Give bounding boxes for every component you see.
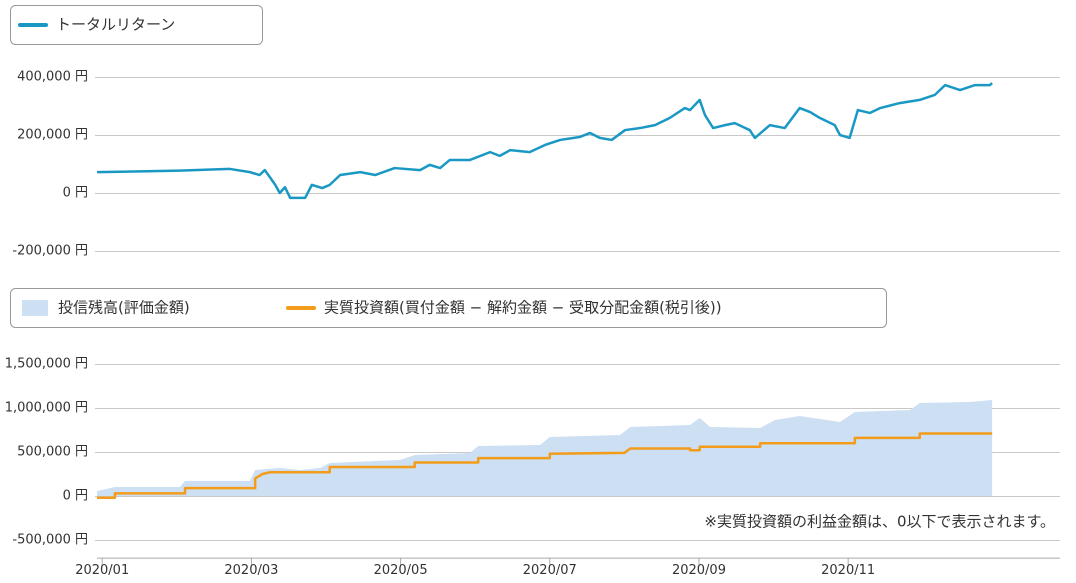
y-tick-label: 400,000 円 bbox=[17, 70, 88, 85]
y-tick-label: 0 円 bbox=[63, 489, 88, 504]
x-tick-label: 2020/05 bbox=[374, 563, 428, 578]
y-tick-label: 200,000 円 bbox=[17, 128, 88, 143]
legend-swatch bbox=[22, 300, 48, 316]
area bbox=[97, 399, 993, 496]
x-tick-label: 2020/01 bbox=[75, 563, 129, 578]
legend-box bbox=[10, 5, 263, 45]
x-tick-label: 2020/07 bbox=[523, 563, 577, 578]
line bbox=[97, 432, 993, 500]
x-tick-label: 2020/09 bbox=[672, 563, 726, 578]
legend-label: トータルリターン bbox=[56, 16, 175, 34]
legend-box bbox=[10, 288, 887, 328]
line bbox=[96, 82, 993, 200]
y-tick-label: 1,500,000 円 bbox=[5, 357, 88, 372]
legend-label: 投信残高(評価金額) bbox=[58, 299, 190, 317]
y-tick-label: -200,000 円 bbox=[12, 244, 88, 259]
legend-label: 実質投資額(買付金額 − 解約金額 − 受取分配金額(税引後)) bbox=[324, 299, 722, 317]
y-tick-label: 0 円 bbox=[63, 186, 88, 201]
y-tick-label: -500,000 円 bbox=[12, 533, 88, 548]
y-tick-label: 500,000 円 bbox=[17, 445, 88, 460]
y-tick-label: 1,000,000 円 bbox=[5, 401, 88, 416]
x-tick-label: 2020/11 bbox=[821, 563, 875, 578]
annotation: ※実質投資額の利益金額は、0以下で表示されます。 bbox=[704, 513, 1055, 531]
x-tick-label: 2020/03 bbox=[224, 563, 278, 578]
